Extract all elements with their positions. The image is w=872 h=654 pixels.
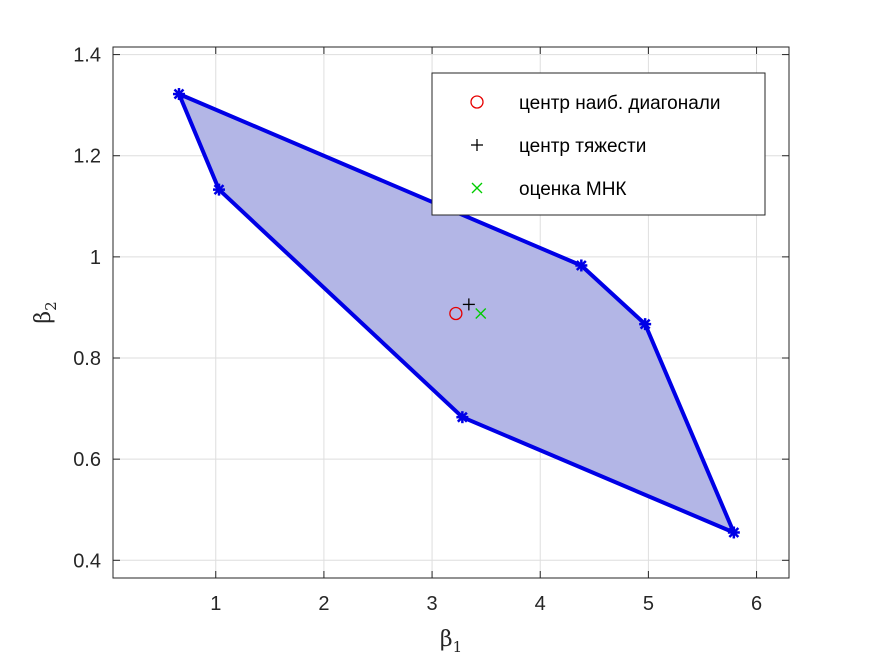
legend-box xyxy=(431,72,766,216)
vertex-marker xyxy=(575,259,588,272)
y-tick-label: 1.4 xyxy=(73,45,101,67)
point-plus xyxy=(462,298,475,311)
point-x xyxy=(475,308,487,319)
x-tick-label: 1 xyxy=(210,593,221,615)
x-tick-label: 4 xyxy=(535,593,546,615)
y-tick-label: 0.6 xyxy=(73,449,101,471)
y-axis-label: β2 xyxy=(31,301,60,323)
x-tick-label: 2 xyxy=(318,593,329,615)
x-tick-label: 6 xyxy=(751,593,762,615)
feasible-region xyxy=(172,88,740,539)
vertex-marker xyxy=(456,411,469,424)
legend-label: центр тяжести xyxy=(519,136,646,157)
legend-marker-plus xyxy=(471,139,483,151)
x-tick-label: 3 xyxy=(427,593,438,615)
y-tick-label: 1 xyxy=(90,247,101,269)
axis-ticks: 1 2 3 4 5 6 0.4 0.6 0.8 1 1.2 1.4 xyxy=(73,45,789,615)
y-tick-label: 0.8 xyxy=(73,348,101,370)
legend-label: центр наиб. диагонали xyxy=(519,93,721,114)
y-tick-label: 0.4 xyxy=(73,550,101,572)
legend-marker-x xyxy=(471,182,483,194)
y-tick-label: 1.2 xyxy=(73,146,101,168)
legend-marker-circle xyxy=(470,95,484,109)
x-tick-label: 5 xyxy=(643,593,654,615)
legend-label: оценка МНК xyxy=(519,179,627,200)
plot-frame xyxy=(112,46,790,579)
legend: центр наиб. диагонали центр тяжести оценка… xyxy=(431,72,766,216)
vertex-marker xyxy=(172,88,185,101)
point-circle xyxy=(449,306,463,321)
vertex-marker xyxy=(639,318,652,331)
point-markers xyxy=(449,298,487,321)
x-axis-label: β1 xyxy=(440,627,462,654)
vertex-marker xyxy=(727,526,740,539)
vertex-marker xyxy=(212,183,225,196)
